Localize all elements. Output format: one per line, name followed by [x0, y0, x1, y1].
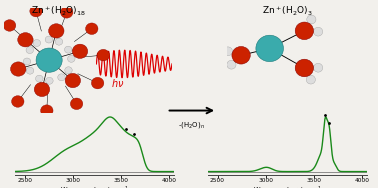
Circle shape — [85, 23, 98, 35]
Circle shape — [58, 74, 65, 81]
Circle shape — [307, 15, 316, 24]
X-axis label: Wavenumber / cm$^{-1}$: Wavenumber / cm$^{-1}$ — [253, 185, 322, 188]
Circle shape — [295, 59, 313, 77]
Circle shape — [223, 47, 232, 56]
Circle shape — [70, 98, 83, 110]
Text: -(H$_2$O)$_n$: -(H$_2$O)$_n$ — [178, 120, 205, 130]
Circle shape — [306, 75, 315, 84]
Circle shape — [45, 36, 53, 43]
Text: $h\nu$: $h\nu$ — [111, 77, 124, 89]
Circle shape — [18, 33, 33, 47]
Circle shape — [55, 38, 63, 45]
Circle shape — [23, 58, 31, 65]
Circle shape — [65, 46, 72, 53]
Circle shape — [36, 48, 62, 72]
Circle shape — [3, 20, 16, 31]
Text: Zn$^+$(H$_2$O)$_3$: Zn$^+$(H$_2$O)$_3$ — [262, 5, 313, 18]
Circle shape — [26, 67, 34, 74]
Circle shape — [295, 22, 313, 40]
Circle shape — [91, 77, 104, 89]
Circle shape — [313, 27, 323, 36]
Text: Zn$^+$(H$_2$O)$_{18}$: Zn$^+$(H$_2$O)$_{18}$ — [31, 5, 86, 18]
Circle shape — [72, 44, 88, 58]
Circle shape — [227, 60, 236, 69]
Circle shape — [36, 75, 43, 82]
Circle shape — [313, 63, 323, 72]
Circle shape — [46, 77, 53, 84]
Circle shape — [256, 35, 284, 62]
Circle shape — [40, 105, 53, 116]
Circle shape — [60, 7, 73, 18]
Circle shape — [33, 39, 40, 46]
Circle shape — [65, 67, 72, 74]
Circle shape — [65, 73, 81, 88]
Circle shape — [49, 24, 64, 38]
Circle shape — [11, 62, 26, 76]
Circle shape — [34, 82, 50, 97]
Circle shape — [12, 96, 24, 107]
Circle shape — [232, 46, 250, 64]
X-axis label: Wavenumber / cm$^{-1}$: Wavenumber / cm$^{-1}$ — [60, 185, 129, 188]
Circle shape — [97, 49, 110, 61]
Circle shape — [68, 55, 75, 62]
Circle shape — [30, 5, 42, 17]
Circle shape — [26, 47, 34, 54]
